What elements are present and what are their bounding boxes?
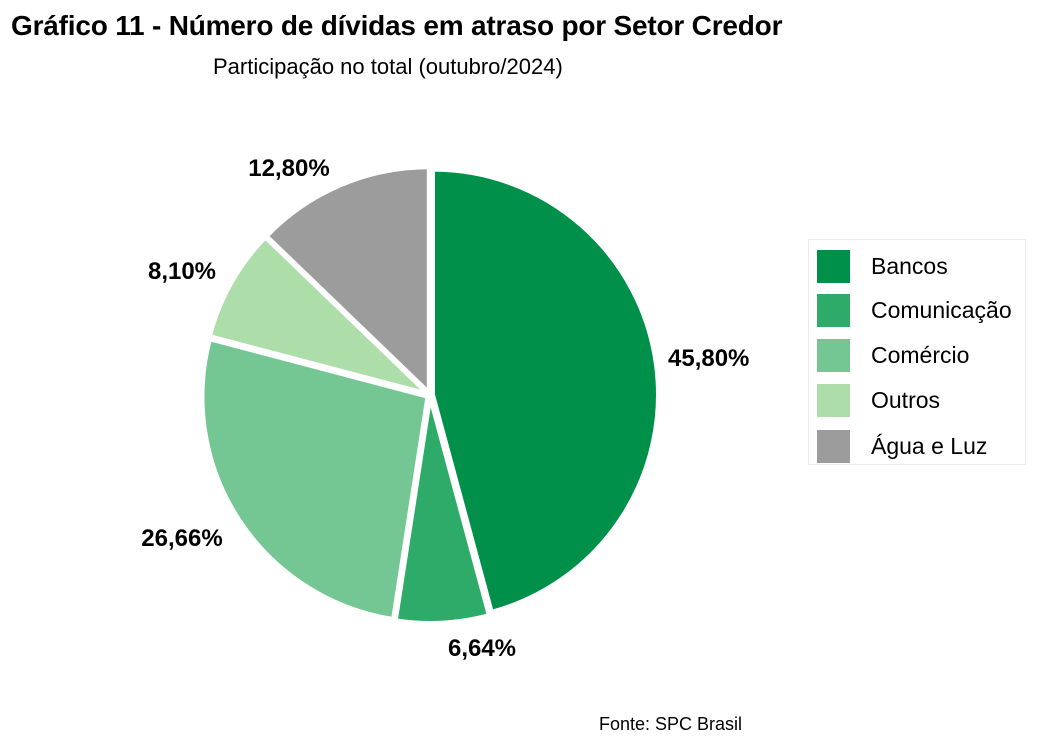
- legend-item-agua-e-luz: Água e Luz: [817, 429, 987, 463]
- pie-slice-comunicacao: [393, 397, 492, 625]
- chart-subtitle: Participação no total (outubro/2024): [213, 54, 563, 79]
- legend-swatch-outros: [817, 383, 850, 417]
- pie-slice-agua-e-luz: [263, 165, 431, 397]
- legend-label: Bancos: [871, 252, 948, 279]
- legend-item-bancos: Bancos: [817, 249, 948, 283]
- chart-legend: Bancos Comunicação Comércio Outros Água e Lu…: [808, 239, 1026, 465]
- legend-swatch-bancos: [817, 249, 850, 283]
- legend-label: Comunicação: [871, 296, 1012, 323]
- data-label-bancos: 45,80%: [668, 345, 749, 372]
- source-note: Fonte: SPC Brasil: [599, 714, 743, 734]
- legend-item-comercio: Comércio: [817, 338, 969, 372]
- legend-item-comunicacao: Comunicação: [817, 293, 1012, 327]
- data-label-comunicacao: 6,64%: [448, 635, 516, 662]
- data-label-agua-e-luz: 12,80%: [248, 155, 329, 182]
- legend-label: Outros: [871, 386, 941, 413]
- data-label-outros: 8,10%: [148, 258, 216, 285]
- chart-title: Gráfico 11 - Número de dívidas em atraso…: [11, 10, 783, 41]
- data-label-comercio: 26,66%: [141, 525, 222, 552]
- pie-slice-comercio: [200, 336, 430, 622]
- legend-label: Comércio: [871, 341, 970, 368]
- legend-label: Água e Luz: [871, 432, 988, 459]
- legend-swatch-comunicacao: [817, 293, 850, 327]
- pie-data-labels: 45,80% 6,64% 26,66% 8,10% 12,80%: [141, 155, 749, 662]
- pie-slice-bancos: [430, 167, 660, 615]
- legend-swatch-agua-e-luz: [817, 429, 850, 463]
- pie-slice-outros: [207, 234, 435, 398]
- pie-slices: [200, 165, 660, 625]
- legend-item-outros: Outros: [817, 383, 940, 417]
- legend-swatch-comercio: [817, 338, 850, 372]
